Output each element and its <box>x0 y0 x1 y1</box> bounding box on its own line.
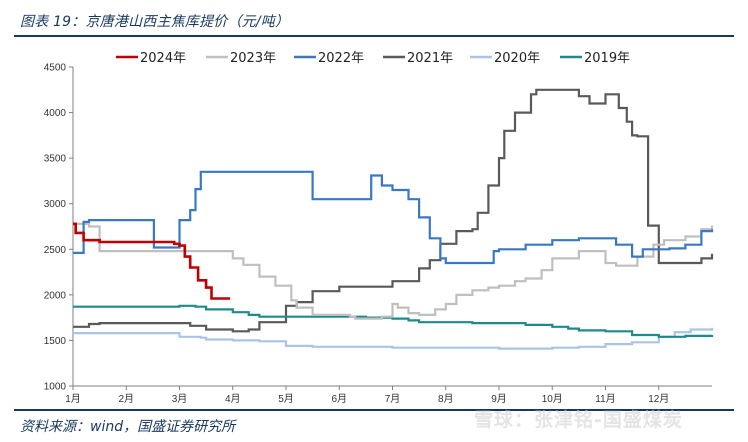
x-tick-label: 3月 <box>172 393 188 405</box>
legend-label-2021: 2021年 <box>407 51 453 66</box>
title-rule <box>14 35 734 37</box>
series-line-2019 <box>73 304 714 338</box>
x-tick-label: 10月 <box>542 393 563 405</box>
y-tick-label: 3000 <box>44 199 67 210</box>
x-tick-label: 1月 <box>65 393 81 405</box>
x-tick-label: 2月 <box>118 393 134 405</box>
y-tick-label: 4500 <box>44 63 67 74</box>
y-tick-label: 4000 <box>44 108 67 119</box>
chart-axes: 1000 1500 2000 2500 3000 3500 4000 4500 1月 2月 3月 4月… <box>44 63 712 405</box>
series-line-2024 <box>73 222 231 300</box>
series-line-2021 <box>73 88 714 333</box>
x-tick-label: 8月 <box>438 393 454 405</box>
legend-label-2022: 2022年 <box>318 51 364 66</box>
watermark: 雪球：张津铭-国盛煤炭 <box>474 409 683 431</box>
y-tick-label: 3500 <box>44 154 67 165</box>
chart-series <box>73 88 714 350</box>
x-tick-label: 7月 <box>385 393 401 405</box>
legend-label-2019: 2019年 <box>584 51 630 66</box>
legend-label-2023: 2023年 <box>230 51 276 66</box>
series-line-2020 <box>73 327 714 350</box>
y-tick-label: 1500 <box>44 336 67 347</box>
x-tick-label: 5月 <box>278 393 294 405</box>
chart-title: 图表 19：京唐港山西主焦库提价（元/吨） <box>20 14 290 30</box>
x-tick-label: 9月 <box>491 393 507 405</box>
y-tick-label: 2000 <box>44 290 67 301</box>
x-tick-label: 11月 <box>595 393 615 405</box>
x-tick-label: 12月 <box>648 393 669 405</box>
series-line-2023 <box>73 222 714 320</box>
footer-rule <box>14 409 734 411</box>
x-tick-label: 6月 <box>331 393 347 405</box>
y-tick-label: 2500 <box>44 245 67 256</box>
source-note: 资料来源：wind，国盛证券研究所 <box>20 419 236 435</box>
x-tick-label: 4月 <box>225 393 241 405</box>
legend-label-2024: 2024年 <box>140 51 186 66</box>
chart-legend: 2024年 2023年 2022年 2021年 2020年 2019年 <box>116 51 630 66</box>
legend-label-2020: 2020年 <box>494 51 540 66</box>
y-tick-label: 1000 <box>44 382 67 393</box>
series-line-2022 <box>73 170 714 265</box>
